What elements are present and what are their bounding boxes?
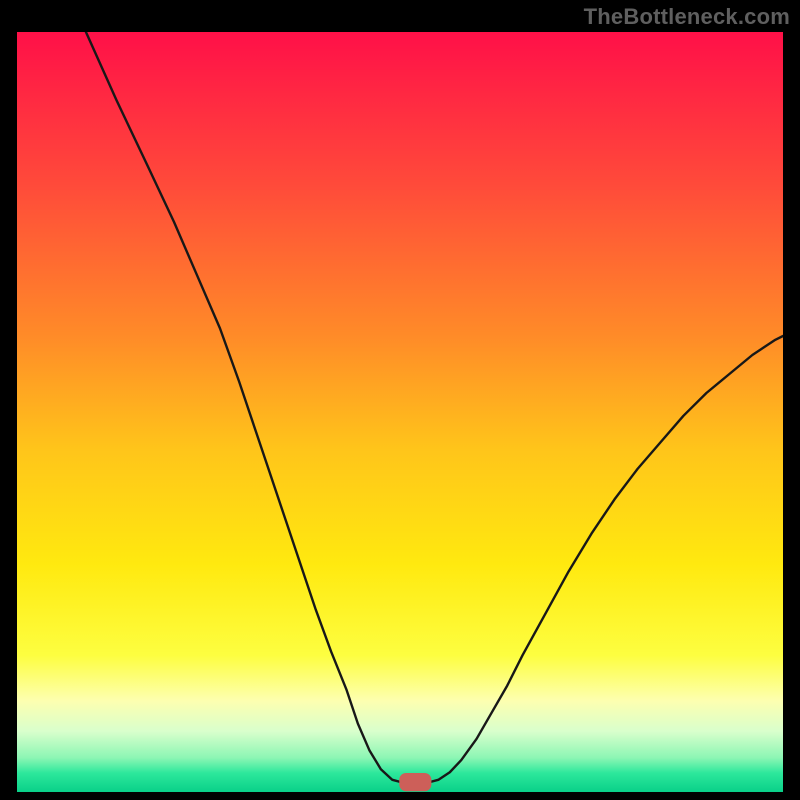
chart-frame: TheBottleneck.com [0, 0, 800, 800]
bottleneck-plot [17, 32, 783, 792]
plot-background [17, 32, 783, 792]
optimal-marker [399, 773, 431, 791]
watermark-label: TheBottleneck.com [584, 4, 790, 30]
